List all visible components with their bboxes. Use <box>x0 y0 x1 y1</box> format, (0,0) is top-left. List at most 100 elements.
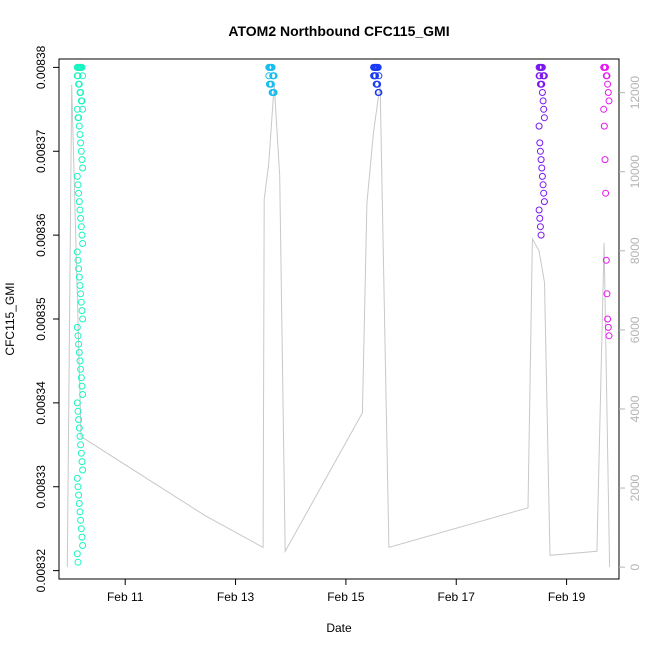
y2-tick-label: 4000 <box>628 395 642 422</box>
data-point <box>75 424 83 432</box>
data-point <box>539 97 547 105</box>
data-point <box>540 114 548 122</box>
y-tick-label: 0.00835 <box>34 297 48 341</box>
data-point <box>78 533 86 541</box>
y-tick-label: 0.00837 <box>34 129 48 173</box>
data-point <box>605 97 613 105</box>
data-point <box>75 114 83 122</box>
y-axis: 0.00832 0.00833 0.00834 0.00835 0.00836 0.008… <box>34 45 59 592</box>
data-point <box>77 214 85 222</box>
data-point <box>77 139 85 147</box>
data-point <box>539 181 547 189</box>
y2-tick-label: 12000 <box>628 76 642 110</box>
x-tick-label: Feb 17 <box>438 590 476 604</box>
data-point <box>75 189 83 197</box>
data-point <box>601 156 609 164</box>
x-tick-label: Feb 11 <box>107 590 144 604</box>
data-point <box>78 382 86 390</box>
y-tick-label: 0.00836 <box>34 213 48 257</box>
data-point <box>73 474 81 482</box>
y2-tick-label: 2000 <box>628 474 642 501</box>
data-point <box>268 63 276 71</box>
data-point <box>538 164 546 172</box>
x-tick-label: Feb 15 <box>327 590 365 604</box>
data-point <box>75 122 83 130</box>
data-point <box>78 63 86 71</box>
y2-tick-label: 8000 <box>628 237 642 264</box>
data-point <box>77 298 85 306</box>
data-point <box>374 80 382 88</box>
data-point <box>536 72 544 80</box>
data-point <box>535 122 543 130</box>
x-axis: Feb 11 Feb 13 Feb 15 Feb 17 Feb 19 <box>107 579 586 604</box>
x-axis-label: Date <box>326 621 352 635</box>
y2-tick-label: 6000 <box>628 316 642 343</box>
data-point <box>76 206 84 214</box>
data-point <box>77 449 85 457</box>
data-point <box>79 466 87 474</box>
data-point <box>75 273 83 281</box>
data-point <box>73 323 81 331</box>
data-point <box>270 72 278 80</box>
data-point <box>74 483 82 491</box>
data-point <box>79 542 87 549</box>
data-point <box>540 198 548 206</box>
data-point <box>79 72 87 80</box>
data-point <box>535 206 543 214</box>
data-point <box>77 441 85 449</box>
data-point <box>374 63 382 71</box>
data-point <box>76 432 84 440</box>
data-point <box>538 89 546 96</box>
data-point <box>79 391 87 398</box>
data-point <box>538 172 546 180</box>
data-point <box>76 282 84 289</box>
data-point <box>73 105 81 113</box>
data-point <box>74 407 82 415</box>
data-point <box>375 89 383 96</box>
data-point <box>75 416 83 424</box>
data-point <box>604 323 612 331</box>
data-point <box>265 72 273 80</box>
data-point <box>77 365 85 373</box>
x-tick-label: Feb 19 <box>548 590 586 604</box>
data-point <box>79 164 87 172</box>
plot-frame <box>58 58 620 580</box>
data-point <box>74 332 82 340</box>
data-point <box>537 231 545 239</box>
y-tick-label: 0.00838 <box>34 45 48 89</box>
data-point <box>78 458 86 466</box>
x-tick-label: Feb 13 <box>217 590 255 604</box>
data-point <box>73 248 81 256</box>
data-point <box>77 290 85 298</box>
data-point <box>540 105 548 113</box>
data-point <box>267 80 275 88</box>
data-point <box>76 357 84 365</box>
data-point <box>536 139 544 147</box>
data-point <box>536 214 544 222</box>
y2-tick-label: 10000 <box>628 155 642 189</box>
data-point <box>76 508 84 516</box>
data-point <box>74 256 82 264</box>
data-point <box>600 122 608 130</box>
data-point <box>604 89 612 96</box>
data-point <box>78 156 86 164</box>
data-point <box>603 72 611 80</box>
data-point <box>77 374 85 382</box>
data-point <box>75 491 83 499</box>
data-point <box>79 240 87 247</box>
data-point <box>78 231 86 239</box>
data-point <box>76 131 84 138</box>
y2-tick-label: 0 <box>628 563 642 570</box>
data-point <box>603 290 611 298</box>
data-point <box>75 80 83 88</box>
data-point <box>75 340 83 348</box>
data-point <box>74 558 82 566</box>
data-point <box>75 500 83 507</box>
y-tick-label: 0.00833 <box>34 465 48 509</box>
data-point <box>73 550 81 558</box>
data-point <box>537 156 545 164</box>
chart-title: ATOM2 Northbound CFC115_GMI <box>228 23 449 39</box>
data-point <box>604 315 612 323</box>
data-point <box>536 223 544 231</box>
